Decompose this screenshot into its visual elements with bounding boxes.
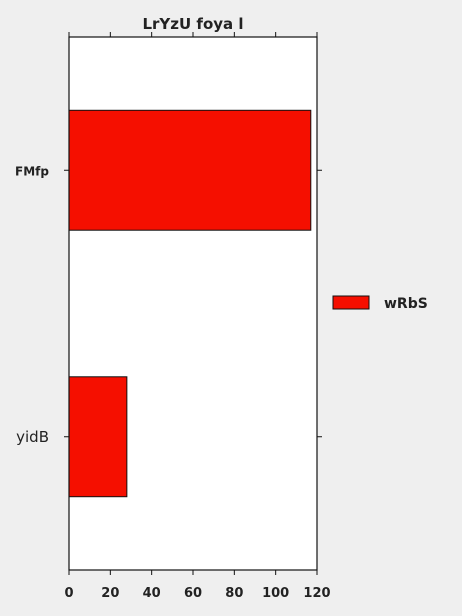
legend-label: wRbS <box>384 296 428 312</box>
y-tick-label: FMfp <box>15 164 49 178</box>
x-tick-label: 80 <box>225 586 243 601</box>
bar-FMfp <box>68 109 312 231</box>
legend: wRbS <box>332 295 428 312</box>
x-tick-label: 60 <box>184 586 202 601</box>
x-tick-label: 0 <box>64 586 73 601</box>
legend-swatch <box>332 295 370 310</box>
plot-frame <box>68 36 318 571</box>
x-tick-label: 120 <box>303 586 330 601</box>
x-tick-label: 20 <box>101 586 119 601</box>
x-tick-label: 100 <box>262 586 289 601</box>
y-tick-label: yidB <box>16 428 49 446</box>
x-tick-label: 40 <box>143 586 161 601</box>
bar-yidB <box>68 376 128 498</box>
chart-title: LrYzU foya l <box>142 15 243 33</box>
